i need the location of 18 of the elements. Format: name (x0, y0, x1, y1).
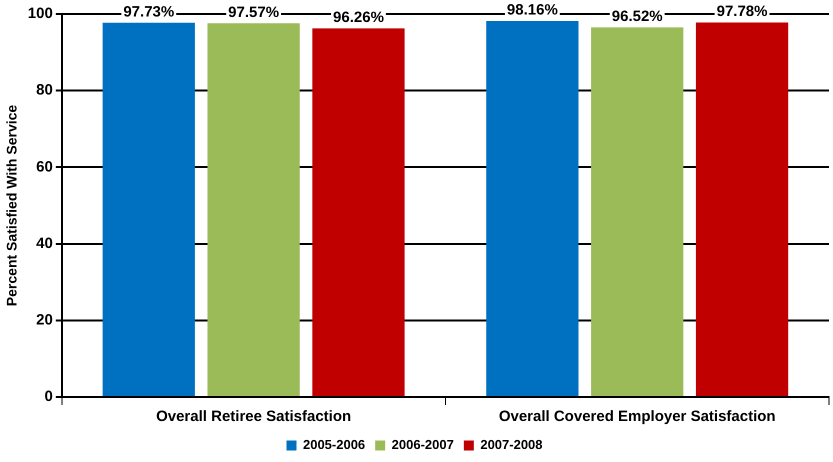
data-label: 97.78% (716, 3, 768, 20)
y-tick-label: 0 (44, 388, 53, 406)
y-tick-label: 100 (28, 5, 53, 22)
y-axis-title: Percent Satisfied With Service (3, 104, 20, 306)
x-tick-label: Overall Covered Employer Satisfaction (498, 408, 776, 426)
y-tick-label: 40 (36, 234, 53, 252)
data-label: 97.73% (123, 3, 174, 20)
y-tick-label: 80 (36, 82, 53, 99)
y-tick-label: 20 (36, 312, 53, 329)
legend-label: 2005-2006 (302, 437, 366, 452)
data-label: 96.26% (333, 8, 384, 26)
y-tick-label: 60 (36, 158, 53, 176)
data-label: 98.16% (506, 2, 558, 19)
data-label: 96.52% (612, 8, 663, 25)
legend-label: 2006-2007 (392, 437, 454, 452)
legend-label: 2007-2008 (480, 437, 543, 452)
data-label: 97.57% (228, 4, 280, 21)
x-tick-label: Overall Retiree Satisfaction (156, 408, 352, 426)
